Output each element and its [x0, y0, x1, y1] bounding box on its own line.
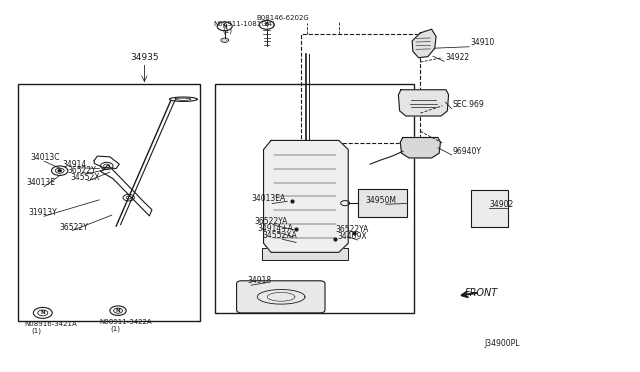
- Bar: [358, 189, 406, 217]
- Text: J34900PL: J34900PL: [484, 339, 520, 348]
- Text: 34552X: 34552X: [70, 173, 100, 182]
- Bar: [18, 84, 200, 321]
- Text: 34918: 34918: [248, 276, 272, 285]
- Text: 31913Y: 31913Y: [28, 208, 57, 217]
- Text: 34910: 34910: [470, 38, 495, 48]
- Text: SEC.969: SEC.969: [453, 100, 484, 109]
- Text: B08146-6202G: B08146-6202G: [256, 15, 308, 21]
- Circle shape: [58, 170, 61, 172]
- Text: 34902: 34902: [490, 200, 513, 209]
- Polygon shape: [264, 141, 348, 252]
- Text: 36522Y: 36522Y: [60, 222, 88, 231]
- Text: N08911-3422A: N08911-3422A: [99, 319, 152, 325]
- Text: (1): (1): [110, 326, 120, 332]
- Text: 36522YA: 36522YA: [336, 225, 369, 234]
- FancyBboxPatch shape: [237, 281, 325, 313]
- Text: N: N: [116, 308, 120, 313]
- Polygon shape: [400, 138, 440, 158]
- Text: 34409X: 34409X: [337, 232, 367, 241]
- Text: N08916-3421A: N08916-3421A: [24, 321, 77, 327]
- Text: (1): (1): [31, 327, 42, 334]
- Text: N: N: [40, 310, 45, 315]
- Polygon shape: [398, 90, 449, 116]
- Text: N: N: [222, 24, 227, 29]
- Text: N08911-1081G: N08911-1081G: [213, 22, 267, 28]
- Text: 34552XA: 34552XA: [262, 231, 297, 240]
- Text: 34914: 34914: [63, 160, 87, 169]
- Text: 34935: 34935: [130, 53, 159, 62]
- Bar: [214, 84, 414, 313]
- Text: 34013E: 34013E: [26, 179, 56, 187]
- Text: 34950M: 34950M: [365, 196, 396, 205]
- Text: 34922: 34922: [445, 53, 470, 62]
- Text: (4): (4): [266, 21, 275, 28]
- Text: 34013C: 34013C: [30, 153, 60, 162]
- Text: 34914+A: 34914+A: [257, 224, 293, 232]
- Bar: [301, 33, 420, 143]
- Polygon shape: [412, 29, 436, 58]
- Text: (1): (1): [223, 27, 233, 33]
- Text: FRONT: FRONT: [464, 288, 497, 298]
- Bar: [262, 248, 348, 260]
- Bar: [470, 190, 508, 227]
- Text: 36522YA: 36522YA: [254, 217, 287, 226]
- Text: 96940Y: 96940Y: [453, 147, 482, 156]
- Text: B: B: [264, 22, 269, 28]
- Text: 34013EA: 34013EA: [251, 195, 285, 203]
- Text: 36522Y: 36522Y: [68, 166, 97, 175]
